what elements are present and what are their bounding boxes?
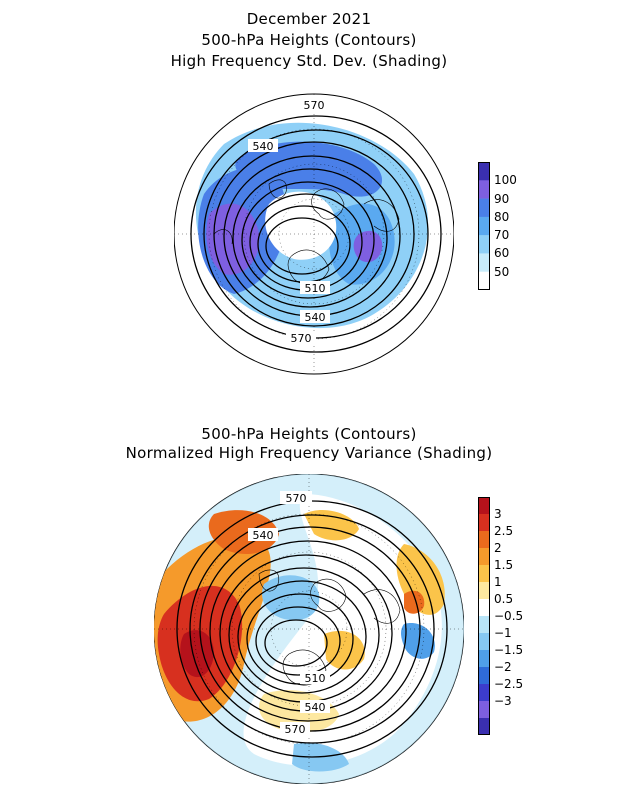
bottom_panel-colorbar-label: 2: [494, 541, 502, 555]
top_panel-colorbar-swatch-1: [478, 180, 490, 199]
top-contour-label-540-north: 540: [253, 140, 274, 153]
top_panel-colorbar-label: 100: [494, 173, 517, 188]
bottom_panel-colorbar-label: −0.5: [494, 609, 524, 623]
top-colorbar: [478, 162, 490, 290]
bottom_panel-colorbar-label: −1.5: [494, 643, 524, 657]
top_panel-colorbar-label: 70: [494, 228, 510, 243]
bottom_panel-colorbar-swatch-7: [478, 616, 490, 634]
variance-shading-north-warm: [208, 510, 279, 554]
bottom_panel-colorbar-label: −2.5: [494, 677, 524, 691]
bottom_panel-colorbar-label: 2.5: [494, 524, 514, 538]
bottom_panel-colorbar-swatch-2: [478, 531, 490, 549]
bottom_panel-colorbar-swatch-13: [478, 718, 490, 735]
bottom_panel-colorbar-swatch-11: [478, 684, 490, 702]
top-contour-label-570-north: 570: [304, 99, 325, 112]
bottom_panel-colorbar-label: 1.5: [494, 558, 514, 572]
top_panel-colorbar-label: 50: [494, 264, 510, 279]
bottom_panel-colorbar-label: 3: [494, 507, 502, 521]
bottom-title-line-2: Normalized High Frequency Variance (Shad…: [125, 444, 493, 462]
bottom_panel-colorbar-swatch-9: [478, 650, 490, 668]
bottom-contour-label-510: 510: [305, 672, 326, 685]
top_panel-colorbar-swatch-0: [478, 162, 490, 181]
variance-shading-europe-warm: [324, 630, 365, 670]
bottom_panel-colorbar-label: 0.5: [494, 592, 514, 606]
bottom_panel-colorbar-swatch-0: [478, 497, 490, 515]
top-contour-label-540-south: 540: [305, 311, 326, 324]
top_panel-colorbar-border: [478, 162, 490, 290]
bottom_panel-colorbar-label: −2: [494, 660, 512, 674]
top-title-line-1: December 2021: [246, 10, 372, 28]
top_panel-colorbar-label: 80: [494, 209, 510, 224]
top_panel-colorbar-swatch-3: [478, 216, 490, 236]
top_panel-colorbar-swatch-2: [478, 198, 490, 218]
top_panel-colorbar-swatch-5: [478, 253, 490, 273]
bottom_panel-colorbar-border: [478, 497, 490, 735]
variance-shading-pacific-core: [180, 630, 214, 678]
top-title-line-3: High Frequency Std. Dev. (Shading): [170, 52, 448, 70]
top-contour-label-510: 510: [305, 282, 326, 295]
bottom_panel-colorbar-label: 1: [494, 575, 502, 589]
bottom_panel-colorbar-label: −3: [494, 694, 512, 708]
std-dev-shading-pole: [265, 191, 337, 260]
bottom_panel-colorbar-swatch-6: [478, 599, 490, 617]
bottom_panel-colorbar-swatch-10: [478, 667, 490, 685]
variance-shading-atlantic-cool: [401, 623, 435, 659]
bottom-title-line-1: 500-hPa Heights (Contours): [201, 425, 417, 443]
top-title-line-2: 500-hPa Heights (Contours): [201, 31, 417, 49]
bottom-contour-label-570-north: 570: [286, 492, 307, 505]
top_panel-colorbar-label: 90: [494, 191, 510, 206]
bottom_panel-colorbar-label: −1: [494, 626, 512, 640]
bottom_panel-colorbar-swatch-12: [478, 701, 490, 719]
bottom_panel-colorbar-swatch-3: [478, 548, 490, 566]
bottom-contour-label-540-north: 540: [253, 529, 274, 542]
bottom-colorbar: [478, 497, 490, 735]
top_panel-colorbar-swatch-4: [478, 235, 490, 254]
bottom-polar-map: 570 540 510 540 570: [154, 474, 464, 784]
top-contour-label-570-south: 570: [291, 332, 312, 345]
top-polar-map: 570 540 510 540 570: [174, 93, 454, 375]
bottom_panel-colorbar-swatch-8: [478, 633, 490, 651]
bottom_panel-colorbar-swatch-4: [478, 565, 490, 583]
bottom_panel-colorbar-swatch-1: [478, 514, 490, 532]
top_panel-colorbar-swatch-6: [478, 271, 490, 290]
bottom-contour-label-570-south: 570: [285, 723, 306, 736]
bottom_panel-colorbar-swatch-5: [478, 582, 490, 600]
top_panel-colorbar-label: 60: [494, 246, 510, 261]
bottom-contour-label-540-south: 540: [305, 701, 326, 714]
